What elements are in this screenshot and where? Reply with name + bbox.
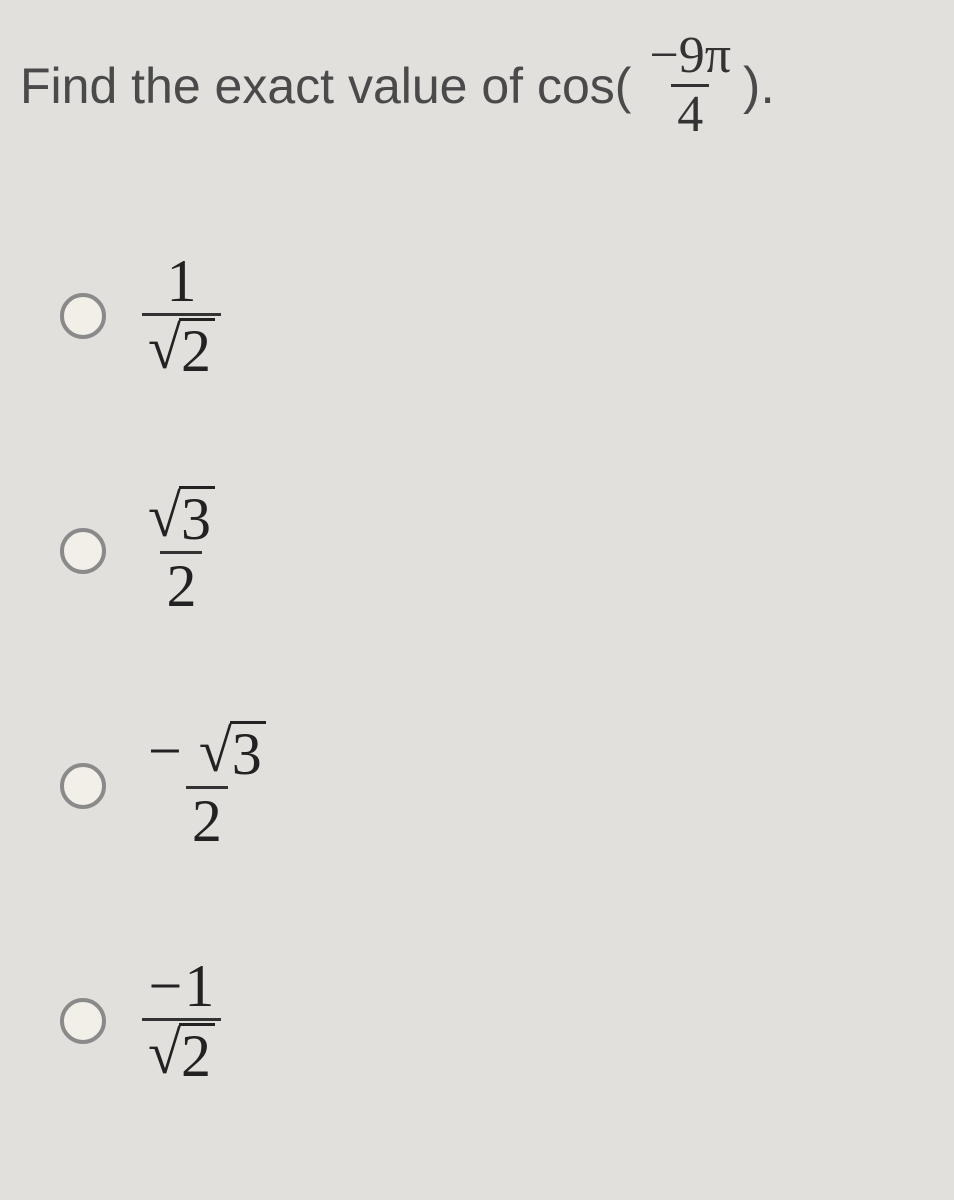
option-c[interactable]: − √ 3 2: [60, 721, 934, 851]
minus-sign: −: [149, 953, 183, 1019]
question-arg-numerator: −9π: [643, 30, 737, 84]
denominator: √ 2: [142, 313, 221, 381]
numerator-value: 1: [184, 953, 214, 1019]
fraction: −1 √ 2: [142, 956, 221, 1086]
option-c-expression: − √ 3 2: [136, 721, 278, 851]
radio-button[interactable]: [60, 528, 106, 574]
question-lead-text: Find the exact value of cos(: [20, 57, 631, 115]
minus-sign: −: [148, 718, 182, 784]
question-close-paren: ).: [743, 56, 775, 116]
surd-symbol: √: [148, 318, 181, 378]
radicand: 2: [179, 1023, 215, 1086]
question-page: Find the exact value of cos( −9π 4 ). 1 …: [0, 0, 954, 1106]
option-a[interactable]: 1 √ 2: [60, 251, 934, 381]
question-argument-fraction: −9π 4: [643, 30, 737, 141]
radicand: 2: [179, 318, 215, 381]
option-b-expression: √ 3 2: [136, 486, 227, 616]
surd-symbol: √: [199, 721, 232, 781]
denominator: 2: [186, 786, 228, 851]
numerator: √ 3: [142, 486, 221, 551]
fraction: 1 √ 2: [142, 251, 221, 381]
radio-button[interactable]: [60, 293, 106, 339]
option-b[interactable]: √ 3 2: [60, 486, 934, 616]
denominator: 2: [160, 551, 202, 616]
fraction: − √ 3 2: [142, 721, 272, 851]
denominator: √ 2: [142, 1018, 221, 1086]
sqrt: √ 3: [199, 721, 266, 784]
question-arg-denominator: 4: [671, 84, 709, 141]
minus-sign: −: [649, 27, 678, 84]
option-d-expression: −1 √ 2: [136, 956, 227, 1086]
surd-symbol: √: [148, 1023, 181, 1083]
numerator: − √ 3: [142, 721, 272, 786]
radicand: 3: [179, 486, 215, 549]
fraction: √ 3 2: [142, 486, 221, 616]
radio-button[interactable]: [60, 998, 106, 1044]
radio-button[interactable]: [60, 763, 106, 809]
surd-symbol: √: [148, 486, 181, 546]
sqrt: √ 2: [148, 1023, 215, 1086]
nine: 9: [679, 27, 705, 84]
pi-symbol: π: [705, 27, 731, 84]
option-d[interactable]: −1 √ 2: [60, 956, 934, 1086]
radicand: 3: [230, 721, 266, 784]
sqrt: √ 2: [148, 318, 215, 381]
numerator: −1: [143, 956, 221, 1018]
numerator-value: 1: [166, 248, 196, 314]
sqrt: √ 3: [148, 486, 215, 549]
numerator: 1: [160, 251, 202, 313]
question-stem: Find the exact value of cos( −9π 4 ).: [20, 30, 934, 141]
option-a-expression: 1 √ 2: [136, 251, 227, 381]
options-list: 1 √ 2 √ 3: [20, 251, 934, 1086]
